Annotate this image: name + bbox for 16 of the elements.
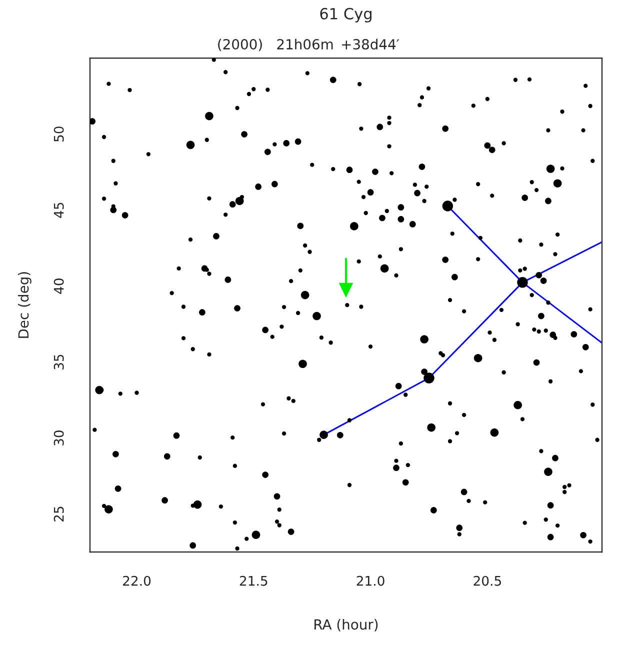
text: 21h06m: [277, 38, 333, 50]
text: +38d44′: [342, 38, 400, 50]
x-tick-label: 22.0: [123, 576, 151, 586]
y-tick-label: 45: [54, 202, 64, 218]
text: (2000): [218, 38, 262, 52]
x-tick-label: 21.0: [356, 576, 384, 586]
x-axis-title: RA (hour): [314, 618, 378, 632]
x-tick-label: 20.5: [474, 576, 501, 586]
chart-title: 61 Cyg: [320, 8, 372, 22]
y-tick-label: 35: [54, 354, 64, 370]
y-tick-label: 30: [54, 430, 64, 446]
y-tick-label: 25: [54, 506, 64, 522]
x-tick-label: 21.5: [240, 576, 268, 586]
y-tick-label: 50: [54, 126, 64, 142]
y-axis-title: Dec (deg): [18, 272, 32, 338]
y-tick-label: 40: [54, 278, 64, 294]
